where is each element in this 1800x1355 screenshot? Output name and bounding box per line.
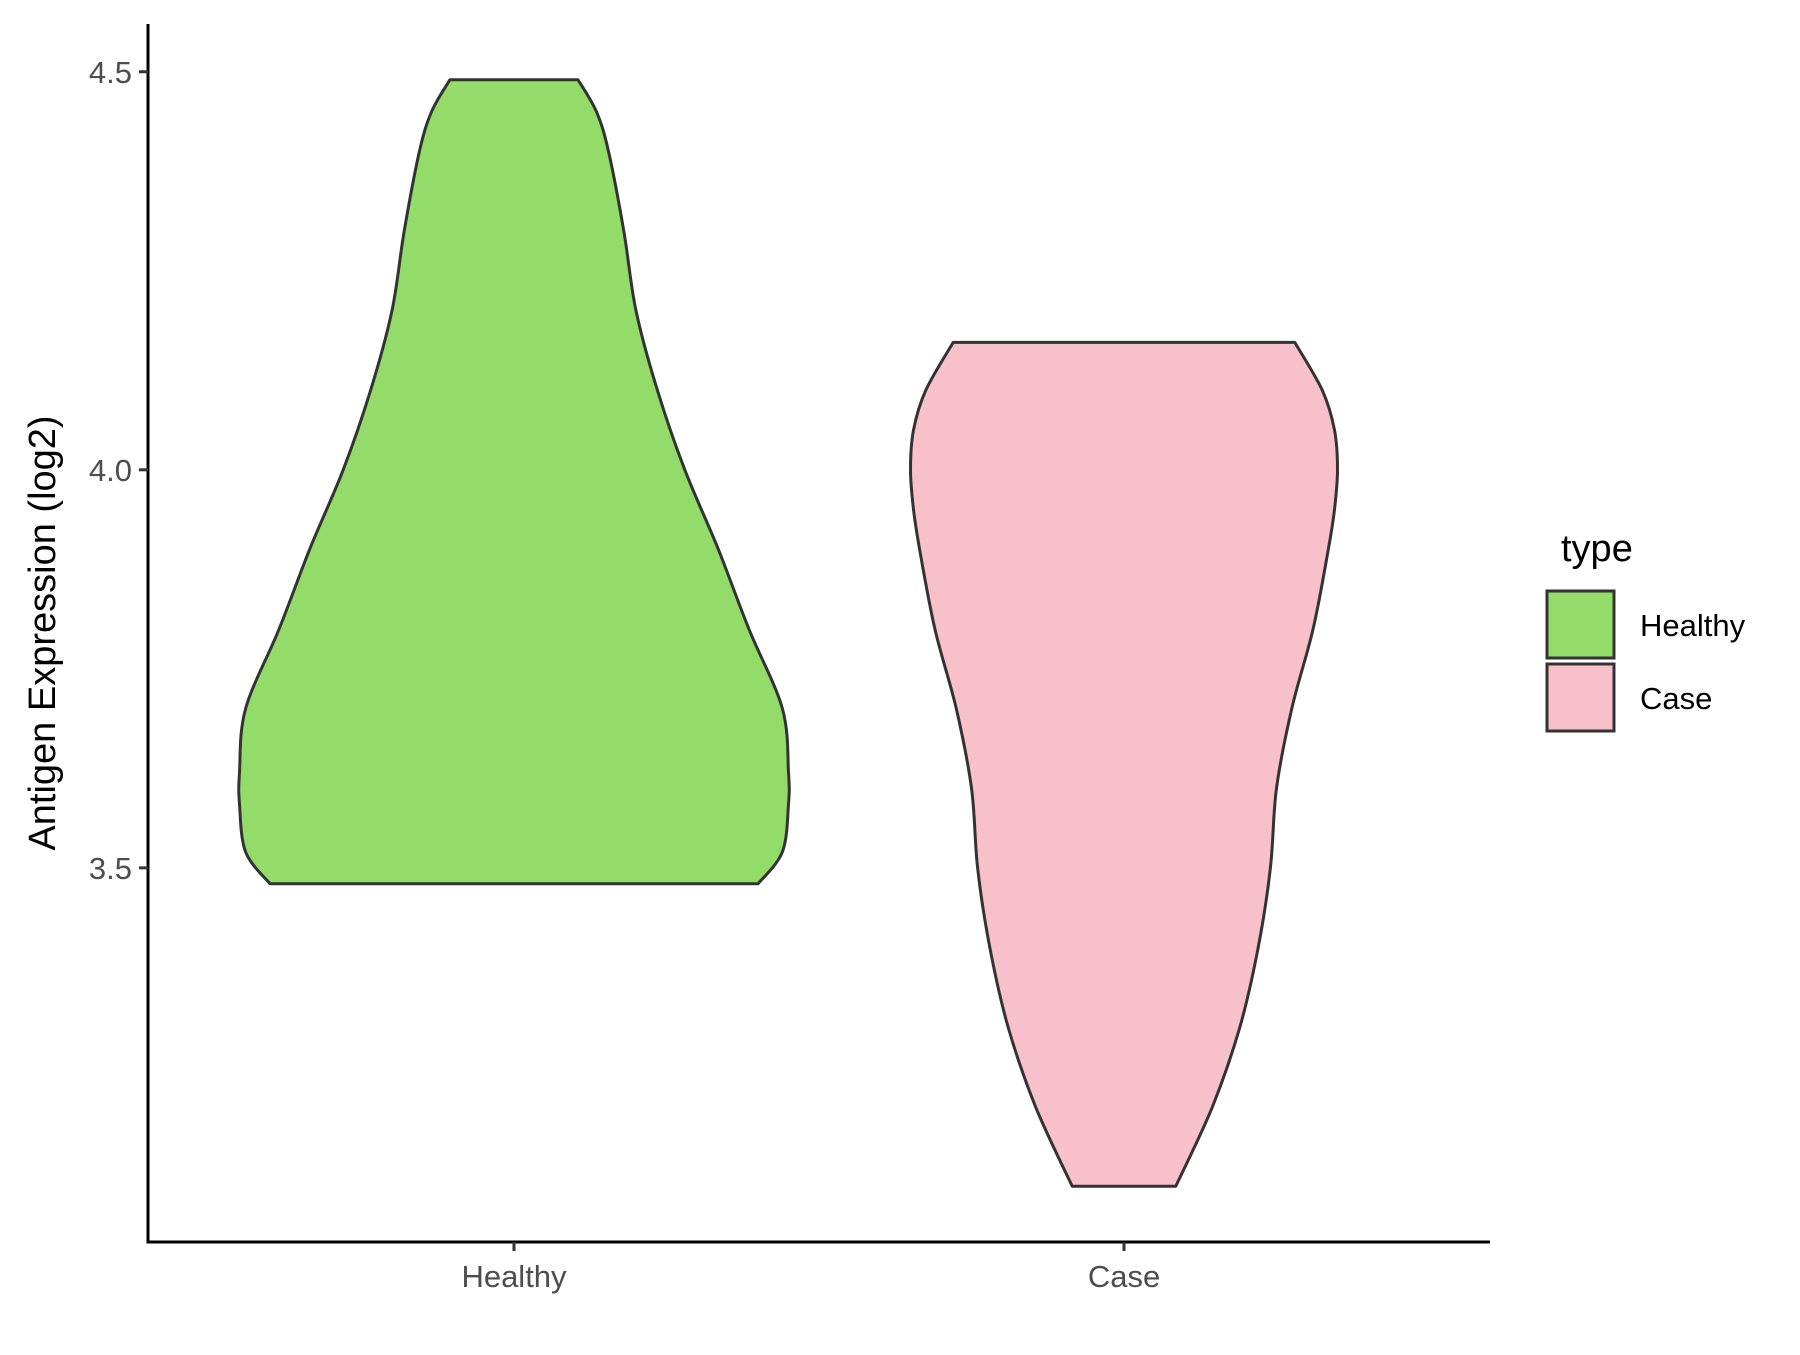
legend-swatch-healthy [1545, 589, 1616, 660]
violin-healthy [237, 78, 791, 886]
legend-items: Healthy Case [1545, 589, 1746, 733]
y-tick-label: 4.0 [89, 453, 132, 488]
y-tick-label: 3.5 [89, 851, 132, 886]
legend-label-healthy: Healthy [1640, 608, 1746, 643]
x-tick-label: Healthy [461, 1259, 567, 1294]
y-ticks: 3.5 4.0 4.5 [89, 55, 148, 886]
legend-label-case: Case [1640, 681, 1712, 716]
legend: type Healthy Case [1545, 528, 1746, 733]
legend-title: type [1561, 528, 1633, 570]
x-tick-label: Case [1088, 1259, 1160, 1294]
violin-case [909, 340, 1339, 1188]
x-ticks: Healthy Case [461, 1242, 1160, 1294]
violin-group [237, 78, 1339, 1188]
y-tick-label: 4.5 [89, 55, 132, 90]
axes-group: 3.5 4.0 4.5 Healthy Case [89, 24, 1490, 1294]
y-axis-title: Antigen Expression (log2) [22, 415, 64, 850]
legend-swatch-case [1545, 662, 1616, 733]
